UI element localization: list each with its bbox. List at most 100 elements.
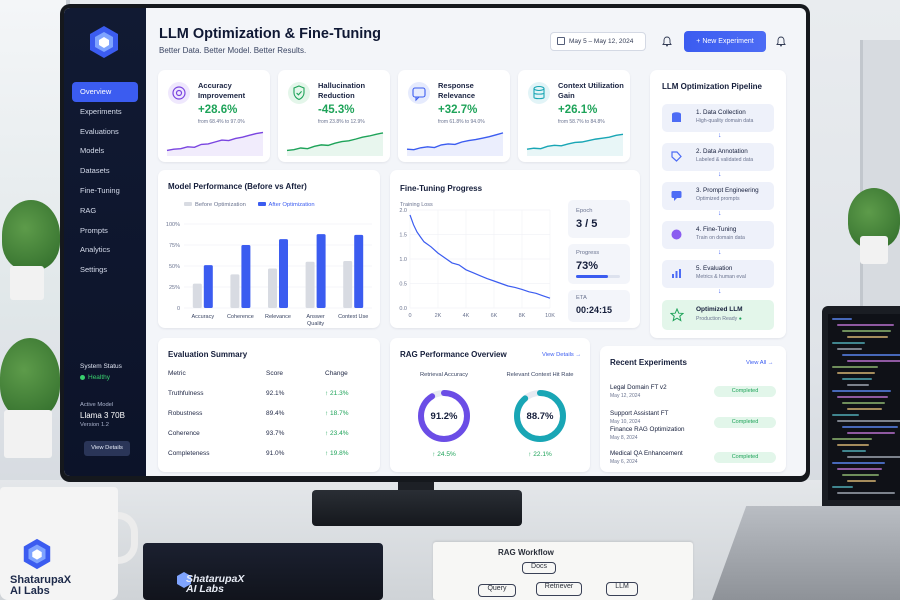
sidebar-item-experiments[interactable]: Experiments <box>80 106 122 116</box>
experiment-row[interactable]: Legal Domain FT v2 May 12, 2024 Completed <box>610 384 790 399</box>
sketch-box-query: Query <box>478 584 516 597</box>
header-score: Score <box>266 370 283 377</box>
sketch-box-llm: LLM <box>606 582 638 596</box>
status-badge: Completed <box>714 452 776 463</box>
code-line <box>832 390 891 392</box>
bar-after[interactable] <box>241 245 251 308</box>
bar-before[interactable] <box>192 283 202 308</box>
active-model-version: Version 1.2 <box>80 422 110 428</box>
experiment-row[interactable]: Medical QA Enhancement May 6, 2024 Complet… <box>610 450 790 465</box>
header-change: Change <box>325 370 348 377</box>
pipeline-final[interactable]: Optimized LLM Production Ready ● <box>662 300 774 330</box>
kpi-card[interactable]: Context Utilization Gain +26.1% from 58.7%… <box>518 70 630 162</box>
sidebar-item-overview[interactable]: Overview <box>72 82 138 102</box>
sidebar-nav: Overview Experiments Evaluations Models Data… <box>72 82 138 280</box>
kpi-sparkline <box>526 133 624 156</box>
kpi-subtext: from 23.8% to 12.9% <box>318 119 365 125</box>
pipeline-final-title: Optimized LLM <box>696 306 743 313</box>
kpi-card[interactable]: Hallucination Reduction -45.3% from 23.8% … <box>278 70 390 162</box>
bar-after[interactable] <box>316 234 326 308</box>
dashboard-screen: Overview Experiments Evaluations Models Data… <box>64 8 806 476</box>
date-range-label: May 5 – May 12, 2024 <box>569 38 634 45</box>
sidebar-item-rag[interactable]: RAG <box>80 205 97 215</box>
experiment-name: Medical QA Enhancement <box>610 450 683 457</box>
sparkline-line <box>286 132 384 152</box>
bar-after[interactable] <box>354 234 364 308</box>
notification-bell-icon[interactable] <box>776 36 786 47</box>
code-line <box>842 426 898 428</box>
bar-before[interactable] <box>268 268 277 308</box>
arrow-down-icon: ↓ <box>718 171 722 178</box>
pipeline-step[interactable]: 1. Data Collection High-quality domain da… <box>662 104 774 132</box>
y-tick-label: 25% <box>169 285 180 291</box>
metric-score: 89.4% <box>266 410 285 417</box>
experiments-view-all-link[interactable]: View All → <box>746 360 774 366</box>
arrow-down-icon: ↓ <box>718 249 722 256</box>
view-details-button[interactable]: View Details <box>84 441 130 456</box>
kpi-title: Hallucination Reduction <box>318 81 366 100</box>
sidebar-item-prompts[interactable]: Prompts <box>80 225 108 235</box>
code-line <box>832 342 865 344</box>
kpi-subtext: from 58.7% to 84.8% <box>558 119 605 125</box>
star-icon <box>670 308 684 322</box>
pipeline-step[interactable]: 4. Fine-Tuning Train on domain data <box>662 221 774 249</box>
x-tick-label: Coherence <box>227 314 254 320</box>
bell-icon[interactable] <box>662 36 672 47</box>
date-range-picker[interactable]: May 5 – May 12, 2024 <box>550 32 646 51</box>
epoch-box: Epoch 3 / 5 <box>568 200 630 238</box>
x-tick-label: Relevance <box>265 314 291 320</box>
new-experiment-button[interactable]: + New Experiment <box>684 31 766 52</box>
sparkline-line <box>406 132 504 151</box>
x-tick-label: Answer <box>306 314 325 320</box>
rag-view-details-link[interactable]: View Details → <box>542 352 582 358</box>
pipeline-step[interactable]: 5. Evaluation Metrics & human eval <box>662 260 774 288</box>
rag-title: RAG Performance Overview <box>400 350 507 359</box>
notebook-logo-icon <box>177 572 191 588</box>
code-line <box>847 456 900 458</box>
evaluation-card: Evaluation Summary Metric Score Change T… <box>158 338 380 472</box>
kpi-subtext: from 61.8% to 94.0% <box>438 119 485 125</box>
kpi-card[interactable]: Accuracy Improvement +28.6% from 68.4% to … <box>158 70 270 162</box>
experiments-card: Recent Experiments View All → Legal Doma… <box>600 346 786 472</box>
chat-bubble-icon <box>408 82 430 104</box>
bar-after[interactable] <box>279 239 288 308</box>
laptop-keyboard <box>712 506 900 600</box>
gauge-change: ↑ 22.1% <box>528 451 552 458</box>
laptop-code-editor <box>828 314 900 500</box>
sketch-box-retriever: Retriever <box>536 582 582 596</box>
metric-name: Coherence <box>168 430 200 437</box>
code-line <box>837 324 894 326</box>
progress-label: Progress <box>576 250 600 256</box>
bar-before[interactable] <box>343 260 353 308</box>
bar-after[interactable] <box>203 265 213 308</box>
kpi-title: Accuracy Improvement <box>198 81 246 100</box>
pipeline-step[interactable]: 2. Data Annotation Labeled & validated da… <box>662 143 774 171</box>
experiment-row[interactable]: Support Assistant FT May 10, 2024 Complete… <box>610 410 790 428</box>
kpi-card[interactable]: Response Relevance +32.7% from 61.8% to 94… <box>398 70 510 162</box>
plant-desk <box>0 338 60 418</box>
chat-icon <box>671 191 682 201</box>
sketch-notebook <box>433 542 693 600</box>
progress-box: Progress 73% <box>568 244 630 284</box>
code-line <box>832 486 853 488</box>
sidebar-item-settings[interactable]: Settings <box>80 265 108 275</box>
sidebar-item-models[interactable]: Models <box>80 146 105 156</box>
brain-icon <box>671 229 682 240</box>
active-model-label: Active Model <box>80 402 114 408</box>
pot-left <box>10 266 44 300</box>
x-tick-label: 4K <box>463 313 470 319</box>
experiment-row[interactable]: Finance RAG Optimization May 8, 2024 <box>610 426 790 441</box>
bar-before[interactable] <box>230 274 240 308</box>
bar-before[interactable] <box>305 261 315 308</box>
performance-title: Model Performance (Before vs After) <box>168 182 307 191</box>
sidebar-item-fine-tuning[interactable]: Fine-Tuning <box>80 185 120 195</box>
sidebar-item-datasets[interactable]: Datasets <box>80 166 110 176</box>
pipeline-step[interactable]: 3. Prompt Engineering Optimized prompts <box>662 182 774 210</box>
code-line <box>847 432 895 434</box>
sidebar-item-analytics[interactable]: Analytics <box>80 245 111 255</box>
code-line <box>847 336 888 338</box>
sidebar-item-evaluations[interactable]: Evaluations <box>80 126 119 136</box>
metric-score: 93.7% <box>266 430 285 437</box>
experiment-name: Finance RAG Optimization <box>610 426 685 433</box>
gauge-value: 91.2% <box>430 411 458 422</box>
